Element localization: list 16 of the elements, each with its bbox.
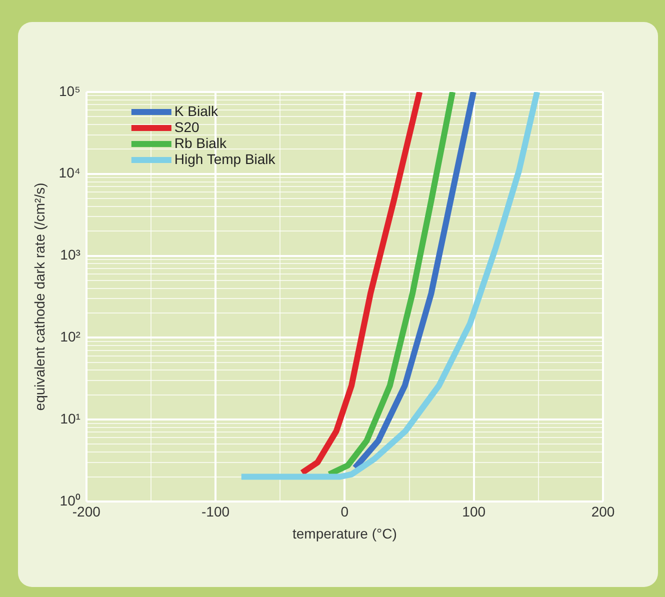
x-tick-label: 0: [340, 504, 349, 520]
legend-label: K Bialk: [174, 102, 219, 119]
legend-label: High Temp Bialk: [174, 150, 276, 167]
y-tick-label: 10¹: [60, 410, 81, 426]
y-tick-label: 10⁰: [60, 492, 80, 508]
x-tick-label: 100: [462, 504, 486, 520]
y-tick-label: 10⁵: [58, 82, 80, 99]
y-axis-title: equivalent cathode dark rate (/cm²/s): [31, 182, 48, 411]
y-tick-label: 10²: [60, 328, 81, 344]
x-tick-label: 200: [591, 504, 615, 520]
y-tick-label: 10⁴: [58, 164, 80, 181]
legend-label: S20: [174, 118, 200, 135]
y-tick-label: 10³: [60, 246, 81, 263]
x-tick-label: -100: [202, 504, 230, 520]
legend-label: Rb Bialk: [174, 134, 228, 151]
x-axis-title: temperature (°C): [292, 525, 397, 542]
